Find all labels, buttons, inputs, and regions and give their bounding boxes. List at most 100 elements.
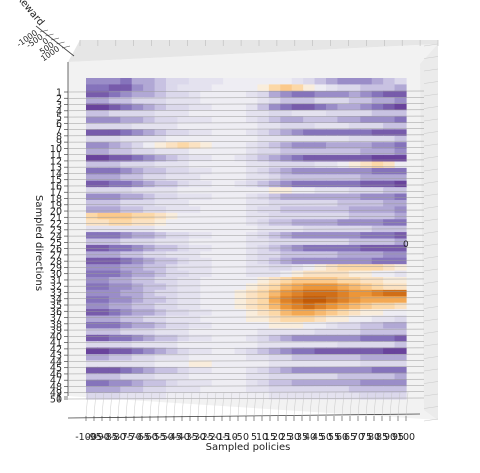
surface-cell (177, 251, 190, 259)
side-gridline (423, 293, 439, 297)
surface-cell (86, 347, 99, 355)
surface-cell (97, 206, 110, 214)
surface-cell (371, 270, 384, 278)
y-tick-label: 37 (50, 313, 62, 324)
surface-cell (348, 155, 361, 163)
y-tick-label: 3 (56, 100, 62, 111)
y-gridline (67, 147, 425, 149)
surface-cell (120, 270, 133, 278)
surface-cell (131, 103, 144, 111)
surface-cell (177, 309, 190, 317)
surface-cell (257, 193, 270, 201)
surface-cell (337, 97, 350, 105)
surface-cell (360, 206, 373, 214)
surface-cell (394, 283, 407, 291)
surface-cell (188, 193, 201, 201)
surface-cell (303, 321, 316, 329)
surface-cell (131, 129, 144, 137)
surface-cell (200, 148, 213, 156)
surface-cell (234, 379, 247, 387)
x-tick-label: -15 (214, 432, 230, 443)
surface-cell (291, 341, 304, 349)
x-tick-label: 5 (251, 432, 257, 443)
surface-cell (268, 129, 281, 137)
surface-cell (303, 315, 316, 323)
surface-cell (97, 78, 110, 86)
surface-cell (188, 354, 201, 362)
surface-cell (211, 110, 224, 118)
surface-cell (371, 232, 384, 240)
surface-cell (234, 270, 247, 278)
surface-cell (223, 392, 236, 400)
surface-cell (291, 206, 304, 214)
surface-cell (371, 116, 384, 124)
surface-cell (120, 122, 133, 130)
surface-cell (131, 148, 144, 156)
surface-cell (108, 174, 121, 182)
surface-cell (360, 386, 373, 394)
surface-cell (280, 187, 293, 195)
surface-cell (314, 366, 327, 374)
surface-cell (211, 251, 224, 259)
x-gridline (221, 391, 225, 417)
surface-cell (223, 161, 236, 169)
surface-cell (108, 302, 121, 310)
surface-cell (166, 110, 179, 118)
surface-cell (348, 283, 361, 291)
surface-cell (166, 161, 179, 169)
surface-cell (360, 347, 373, 355)
surface-cell (166, 174, 179, 182)
surface-cell (337, 199, 350, 207)
surface-cell (291, 110, 304, 118)
surface-cell (120, 392, 133, 400)
surface-cell (154, 135, 167, 143)
surface-cell (234, 341, 247, 349)
surface-cell (108, 103, 121, 111)
surface-cell (314, 193, 327, 201)
z-tick (56, 41, 65, 45)
y-tick-label: 26 (50, 244, 62, 255)
surface-cell (360, 302, 373, 310)
x-tick-label: -70 (126, 432, 142, 443)
surface-cell (177, 84, 190, 92)
surface-cell (177, 283, 190, 291)
surface-cell (371, 386, 384, 394)
surface-cell (326, 347, 339, 355)
y-gridline (67, 228, 425, 231)
surface-cell (348, 328, 361, 336)
surface-cell (394, 193, 407, 201)
side-gridline (423, 181, 439, 184)
surface-cell (154, 84, 167, 92)
side-gridline (423, 106, 439, 109)
surface-cell (154, 277, 167, 285)
x-tick-label: -55 (150, 432, 166, 443)
surface-cell (383, 257, 396, 265)
surface-cell (120, 347, 133, 355)
surface-cell (120, 302, 133, 310)
surface-cell (280, 264, 293, 272)
surface-cell (200, 167, 213, 175)
surface-cell (246, 148, 259, 156)
x-gridline (317, 391, 321, 417)
surface-cell (268, 84, 281, 92)
surface-cell (211, 289, 224, 297)
surface-cell (314, 315, 327, 323)
surface-cell (337, 283, 350, 291)
surface-cell (143, 296, 156, 304)
surface-cell (326, 78, 339, 86)
surface-cell (383, 277, 396, 285)
surface-cell (234, 315, 247, 323)
surface-cell (348, 289, 361, 297)
surface-cell (200, 116, 213, 124)
surface-cell (154, 78, 167, 86)
surface-cell (131, 270, 144, 278)
surface-cell (360, 264, 373, 272)
x-gridline (101, 391, 105, 417)
surface-cell (348, 392, 361, 400)
surface-cell (394, 328, 407, 336)
surface-cell (131, 302, 144, 310)
surface-cell (211, 386, 224, 394)
surface-cell (154, 103, 167, 111)
surface-cell (268, 386, 281, 394)
x-tick-label: -10 (222, 432, 238, 443)
